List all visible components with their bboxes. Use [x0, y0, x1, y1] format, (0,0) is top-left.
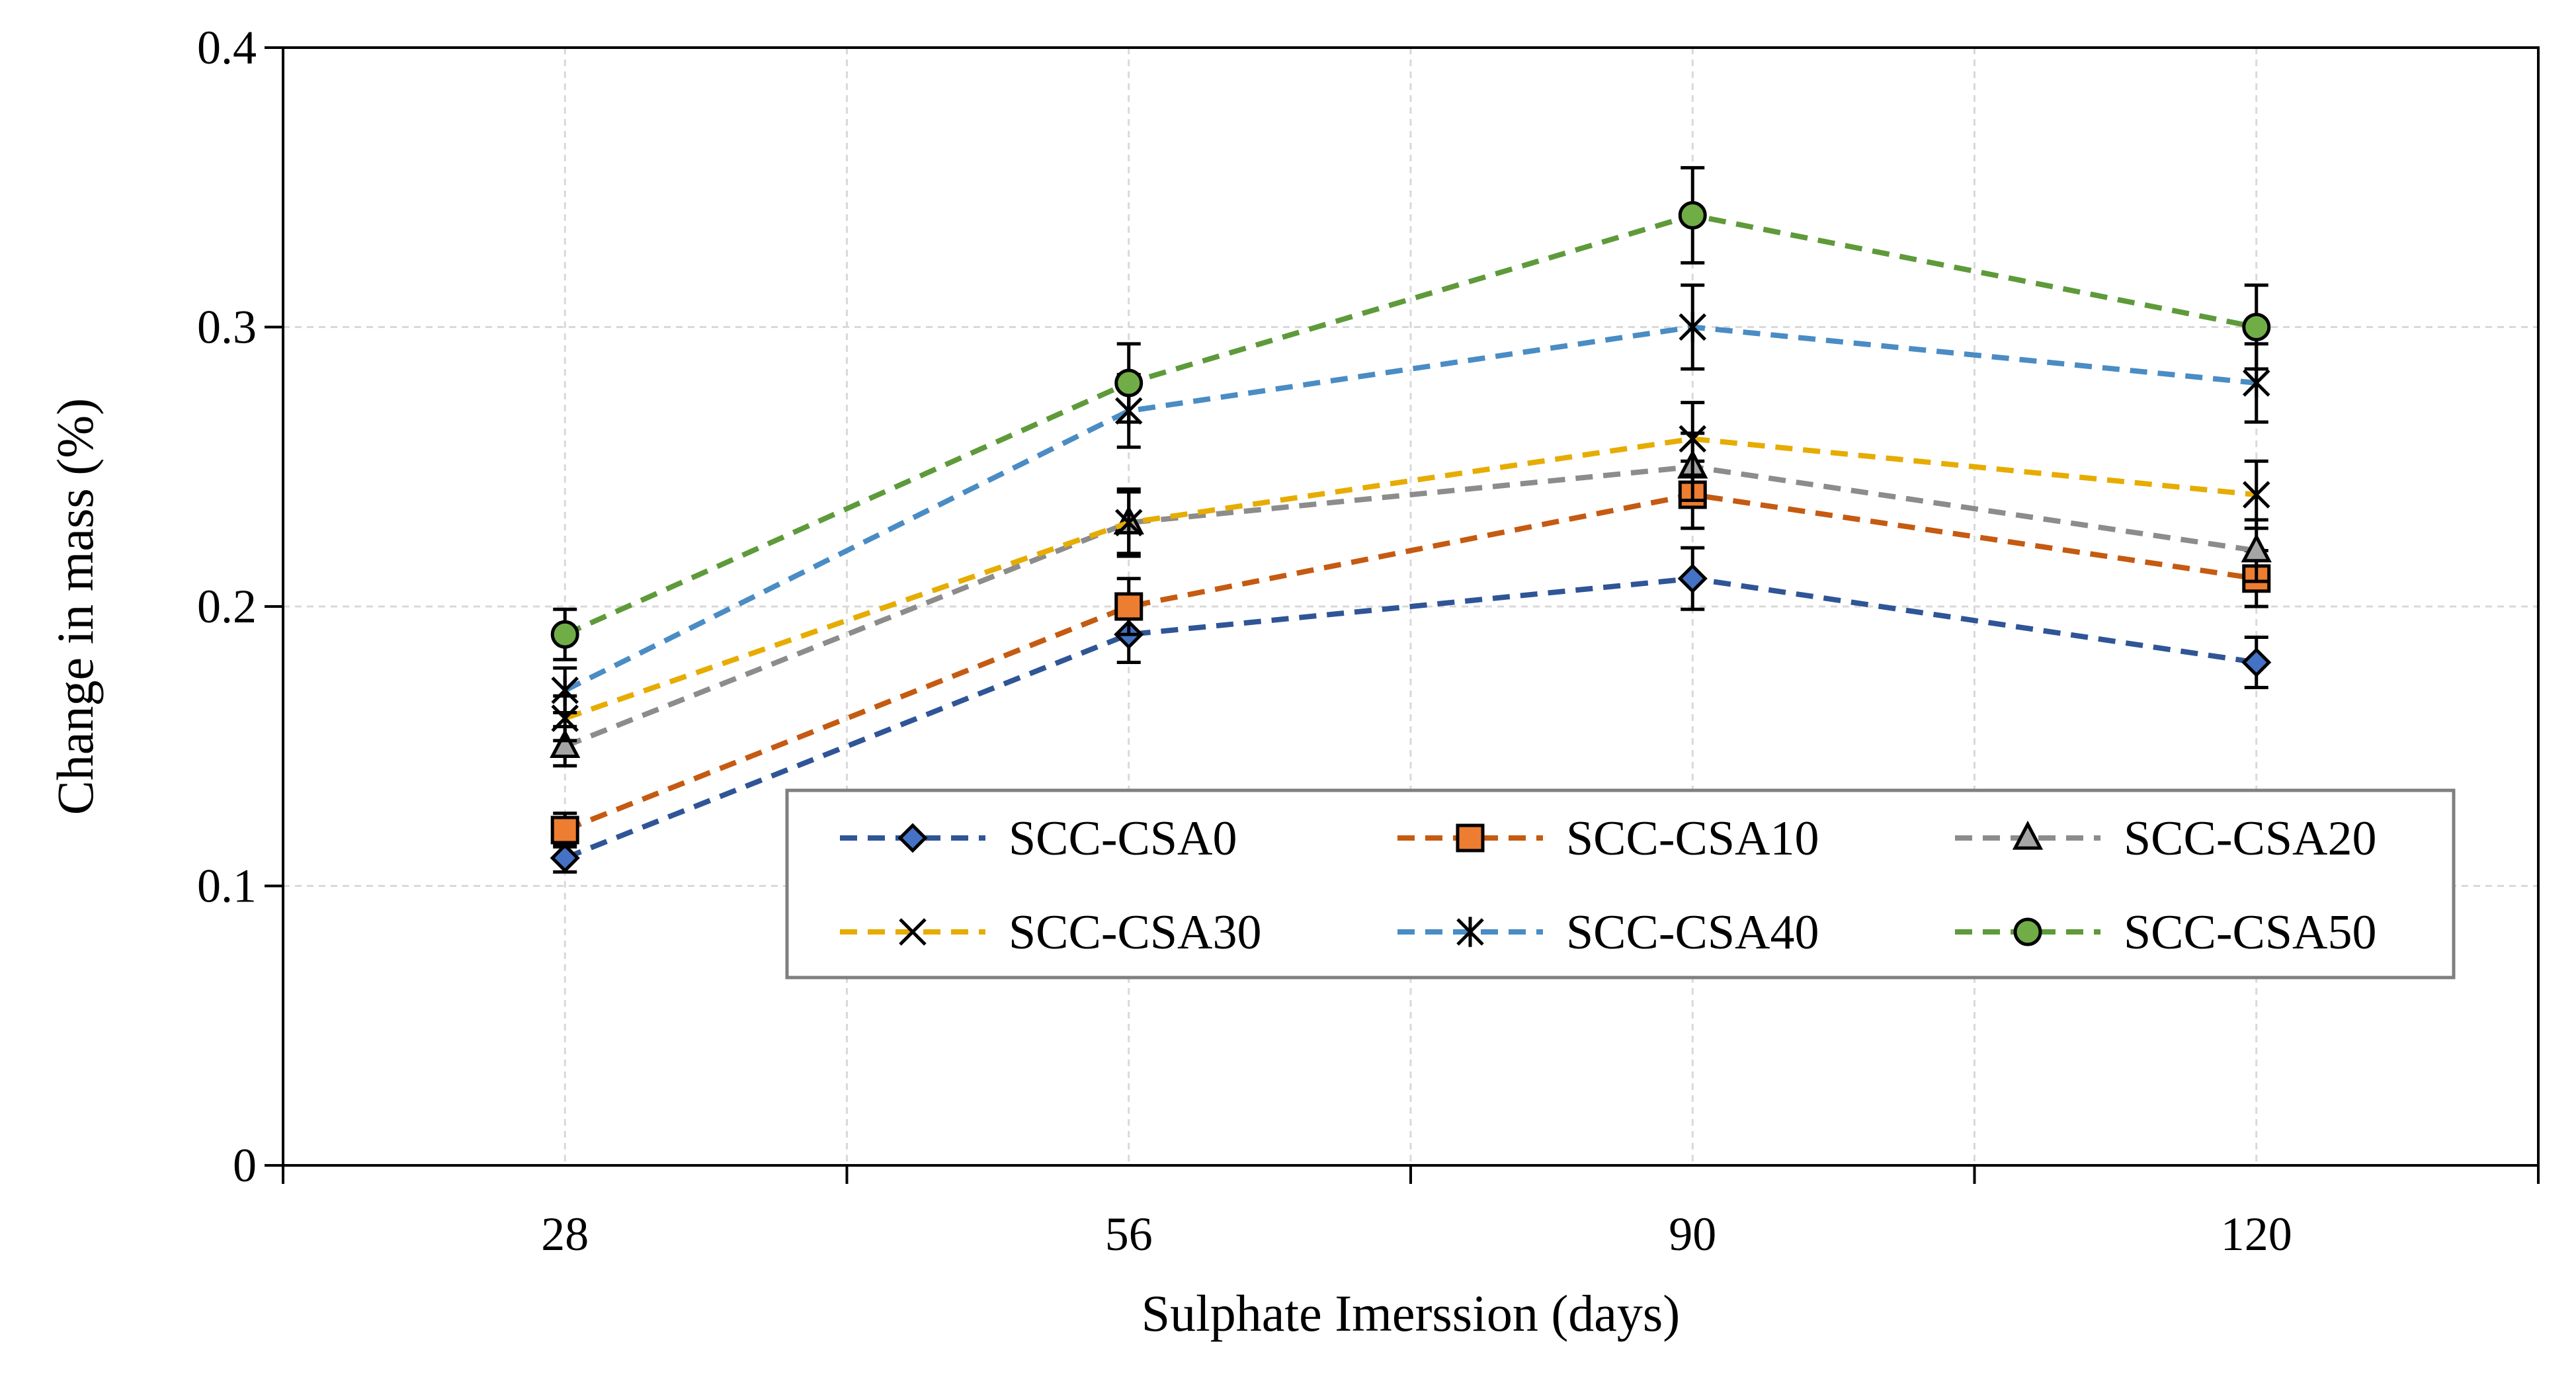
- data-point: [2242, 481, 2270, 509]
- data-point: [2241, 533, 2272, 563]
- series-line-scc-csa10: [563, 491, 2257, 833]
- legend-item-scc-csa50: SCC-CSA50: [1955, 905, 2376, 960]
- legend-marker: [1456, 917, 1484, 947]
- data-point: [551, 675, 579, 706]
- y-tick-label: 0.1: [197, 860, 257, 913]
- data-point: [1677, 564, 1708, 594]
- y-tick-label: 0.4: [197, 21, 257, 74]
- x-axis-title: Sulphate Imerssion (days): [1142, 1284, 1681, 1342]
- legend-marker: [2013, 917, 2042, 946]
- legend-label: SCC-CSA50: [2124, 905, 2376, 960]
- y-tick-label: 0.3: [197, 301, 257, 354]
- x-tick-label: 120: [2221, 1208, 2292, 1261]
- data-point: [550, 620, 579, 649]
- legend-item-scc-csa0: SCC-CSA0: [840, 812, 1237, 866]
- series-line-scc-csa20: [563, 464, 2257, 749]
- data-point: [2242, 368, 2270, 398]
- legend-item-scc-csa10: SCC-CSA10: [1397, 812, 1819, 866]
- x-tick-label: 28: [541, 1208, 589, 1261]
- legend-item-scc-csa40: SCC-CSA40: [1397, 905, 1819, 960]
- data-point: [550, 843, 580, 873]
- data-point: [1679, 425, 1707, 453]
- axes: 0 0.1 0.2 0.3 0.4 28 56 90 120: [197, 21, 2540, 1261]
- y-axis-title: Change in mass (%): [46, 398, 104, 815]
- series-line-scc-csa50: [563, 212, 2257, 637]
- data-point: [1114, 368, 1143, 397]
- data-point: [2241, 647, 2272, 678]
- data-point: [1678, 201, 1707, 230]
- legend-box: [785, 788, 2456, 980]
- legend: SCC-CSA0 SCC-CSA10 SCC-CSA20 SCC-CSA30 SCC-C…: [785, 788, 2456, 980]
- legend-item-scc-csa30: SCC-CSA30: [840, 905, 1261, 960]
- data-point: [550, 728, 581, 758]
- series-line-scc-csa0: [563, 575, 2257, 860]
- series-line-scc-csa30: [563, 436, 2257, 721]
- legend-label: SCC-CSA30: [1009, 905, 1261, 960]
- data-point: [1114, 509, 1143, 537]
- legend-marker: [1456, 823, 1485, 853]
- legend-item-scc-csa20: SCC-CSA20: [1955, 812, 2376, 866]
- series-scc-csa30: [551, 401, 2270, 743]
- series-line-scc-csa40: [563, 324, 2257, 693]
- y-tick-label: 0.2: [197, 580, 257, 633]
- x-tick-label: 90: [1669, 1208, 1716, 1261]
- data-point: [551, 704, 579, 732]
- series-scc-csa50: [550, 166, 2271, 661]
- legend-marker: [897, 823, 928, 853]
- legend-marker: [899, 918, 927, 946]
- y-tick-label: 0: [233, 1139, 257, 1192]
- data-point: [550, 815, 579, 845]
- legend-marker: [2012, 820, 2044, 850]
- legend-label: SCC-CSA20: [2124, 812, 2376, 866]
- series-group: [550, 166, 2272, 874]
- data-point: [1679, 312, 1707, 343]
- legend-label: SCC-CSA10: [1566, 812, 1819, 866]
- data-point: [2242, 313, 2271, 341]
- x-tick-label: 56: [1105, 1208, 1153, 1261]
- data-point: [1114, 592, 1143, 621]
- legend-label: SCC-CSA0: [1009, 812, 1237, 866]
- legend-label: SCC-CSA40: [1566, 905, 1819, 960]
